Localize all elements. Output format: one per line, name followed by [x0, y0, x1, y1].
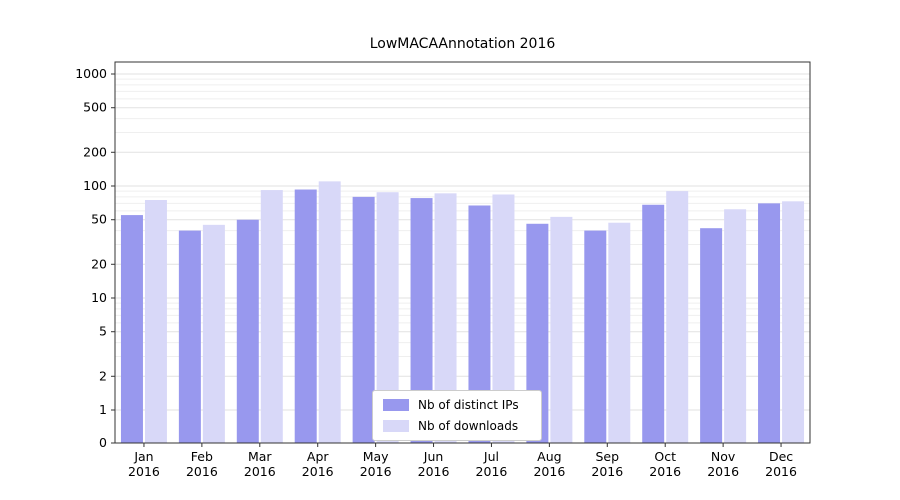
bar-distinct-ips-apr [294, 189, 317, 443]
bar-distinct-ips-may [352, 196, 375, 443]
x-tick-label-jul: Jul 2016 [476, 449, 508, 479]
x-tick-label-aug: Aug 2016 [533, 449, 565, 479]
y-tick-label-2: 2 [99, 368, 107, 383]
bar-distinct-ips-jul [468, 205, 491, 443]
bar-distinct-ips-feb [178, 230, 201, 443]
legend: Nb of distinct IPs Nb of downloads [372, 390, 542, 441]
legend-item-downloads: Nb of downloads [383, 419, 531, 433]
bar-downloads-jul [492, 194, 515, 443]
legend-label-downloads: Nb of downloads [418, 419, 519, 433]
y-tick-label-50: 50 [91, 212, 107, 227]
x-tick-label-mar: Mar 2016 [244, 449, 276, 479]
y-tick-label-500: 500 [83, 100, 107, 115]
bar-downloads-aug [550, 216, 573, 443]
x-tick-label-may: May 2016 [360, 449, 392, 479]
bar-downloads-apr [318, 181, 341, 443]
bar-downloads-jan [144, 199, 167, 443]
chart-title: LowMACAAnnotation 2016 [369, 36, 556, 52]
x-tick-label-oct: Oct 2016 [649, 449, 681, 479]
y-tick-label-200: 200 [83, 144, 107, 159]
y-tick-label-0: 0 [99, 435, 107, 450]
bar-distinct-ips-sep [584, 230, 607, 443]
bar-distinct-ips-aug [526, 223, 549, 443]
bar-distinct-ips-dec [758, 203, 781, 443]
y-tick-label-20: 20 [91, 256, 107, 271]
y-tick-label-1: 1 [99, 402, 107, 417]
y-tick-label-100: 100 [83, 178, 107, 193]
x-tick-label-dec: Dec 2016 [765, 449, 797, 479]
y-tick-label-1000: 1000 [75, 66, 107, 81]
bar-downloads-oct [666, 191, 689, 443]
bar-downloads-dec [782, 201, 805, 443]
legend-swatch-downloads [383, 420, 409, 432]
legend-swatch-distinct-ips [383, 399, 409, 411]
y-tick-label-10: 10 [91, 290, 107, 305]
plot-frame [114, 61, 811, 444]
bar-distinct-ips-mar [236, 219, 259, 443]
legend-item-distinct-ips: Nb of distinct IPs [383, 398, 531, 412]
bar-downloads-jun [434, 193, 457, 443]
x-tick-label-sep: Sep 2016 [591, 449, 623, 479]
bar-downloads-may [376, 192, 399, 443]
bar-downloads-nov [724, 209, 747, 443]
bar-downloads-feb [202, 224, 225, 443]
x-tick-label-nov: Nov 2016 [707, 449, 739, 479]
y-tick-label-5: 5 [99, 324, 107, 339]
bar-distinct-ips-jan [120, 215, 143, 443]
x-tick-label-jun: Jun 2016 [418, 449, 450, 479]
x-tick-label-apr: Apr 2016 [302, 449, 334, 479]
x-tick-label-feb: Feb 2016 [186, 449, 218, 479]
bar-downloads-sep [608, 222, 631, 443]
bar-distinct-ips-oct [642, 204, 665, 443]
x-tick-label-jan: Jan 2016 [128, 449, 160, 479]
legend-label-distinct-ips: Nb of distinct IPs [418, 398, 519, 412]
bar-distinct-ips-nov [700, 228, 723, 443]
bar-distinct-ips-jun [410, 198, 433, 443]
bar-downloads-mar [260, 190, 283, 443]
